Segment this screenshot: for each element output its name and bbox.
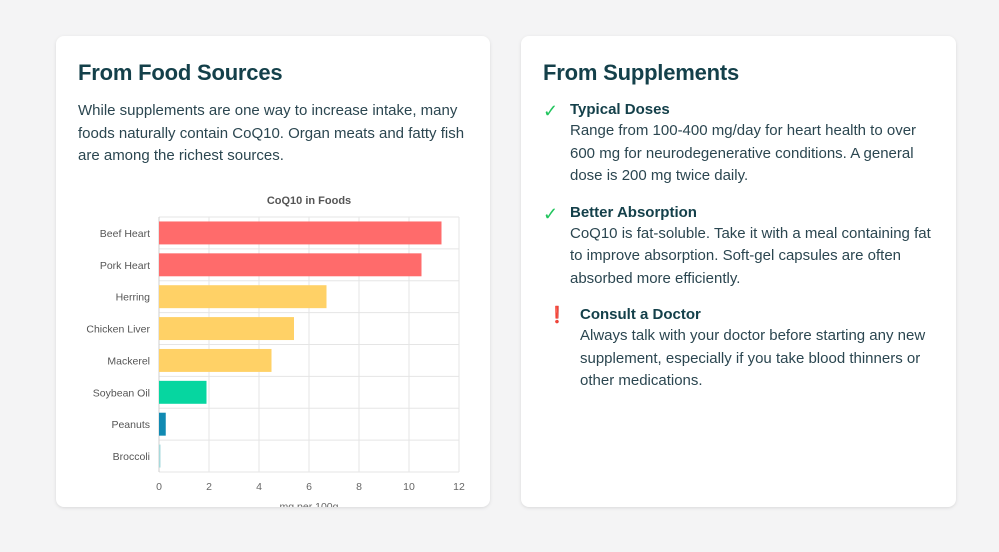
x-tick-label: 0 — [156, 481, 162, 493]
category-label: Peanuts — [111, 419, 150, 431]
exclamation-icon: ❗ — [547, 307, 567, 324]
x-tick-label: 8 — [356, 481, 362, 493]
x-tick-label: 12 — [453, 481, 465, 493]
supplement-item-text: Always talk with your doctor before star… — [580, 327, 926, 389]
bar-beef-heart — [159, 221, 442, 245]
chart-title: CoQ10 in Foods — [267, 195, 351, 207]
supplement-item-title: Typical Doses — [570, 101, 670, 118]
supplement-item-typical-doses: ✓ Typical Doses Range from 100-400 mg/da… — [543, 100, 934, 188]
check-icon: ✓ — [543, 203, 559, 224]
bar-broccoli — [159, 444, 161, 468]
category-label: Chicken Liver — [86, 324, 150, 336]
supplement-item-consult-doctor: ❗ Consult a Doctor Always talk with your… — [543, 305, 934, 393]
x-axis-label: mg per 100g — [280, 501, 339, 507]
food-sources-card: From Food Sources While supplements are … — [56, 36, 490, 507]
bar-peanuts — [159, 412, 166, 436]
x-tick-label: 10 — [403, 481, 415, 493]
bar-chicken-liver — [159, 317, 294, 341]
supplements-card: From Supplements ✓ Typical Doses Range f… — [521, 36, 956, 507]
food-sources-intro: While supplements are one way to increas… — [78, 102, 465, 164]
x-tick-label: 2 — [206, 481, 212, 493]
category-label: Beef Heart — [100, 228, 150, 240]
supplements-title: From Supplements — [543, 60, 740, 85]
check-icon: ✓ — [543, 101, 559, 121]
supplement-item-text: Range from 100-400 mg/day for heart heal… — [570, 122, 917, 184]
supplement-item-title: Consult a Doctor — [580, 306, 701, 323]
bar-soybean-oil — [159, 380, 207, 404]
category-label: Soybean Oil — [93, 387, 150, 399]
category-label: Herring — [116, 292, 151, 304]
coq10-chart: CoQ10 in Foods 0 2 4 6 8 10 12 Beef Heart Pork He… — [86, 195, 465, 507]
x-tick-label: 6 — [306, 481, 312, 493]
food-sources-title: From Food Sources — [78, 60, 283, 85]
category-label: Mackerel — [107, 355, 150, 367]
bar-mackerel — [159, 348, 272, 372]
supplement-item-text: CoQ10 is fat-soluble. Take it with a mea… — [570, 224, 931, 287]
x-tick-label: 4 — [256, 481, 262, 493]
category-label: Broccoli — [113, 451, 150, 463]
category-label: Pork Heart — [100, 260, 150, 272]
bar-herring — [159, 285, 327, 309]
supplement-item-title: Better Absorption — [570, 203, 697, 221]
supplement-item-better-absorption: ✓ Better Absorption CoQ10 is fat-soluble… — [543, 203, 934, 291]
bar-pork-heart — [159, 253, 422, 277]
